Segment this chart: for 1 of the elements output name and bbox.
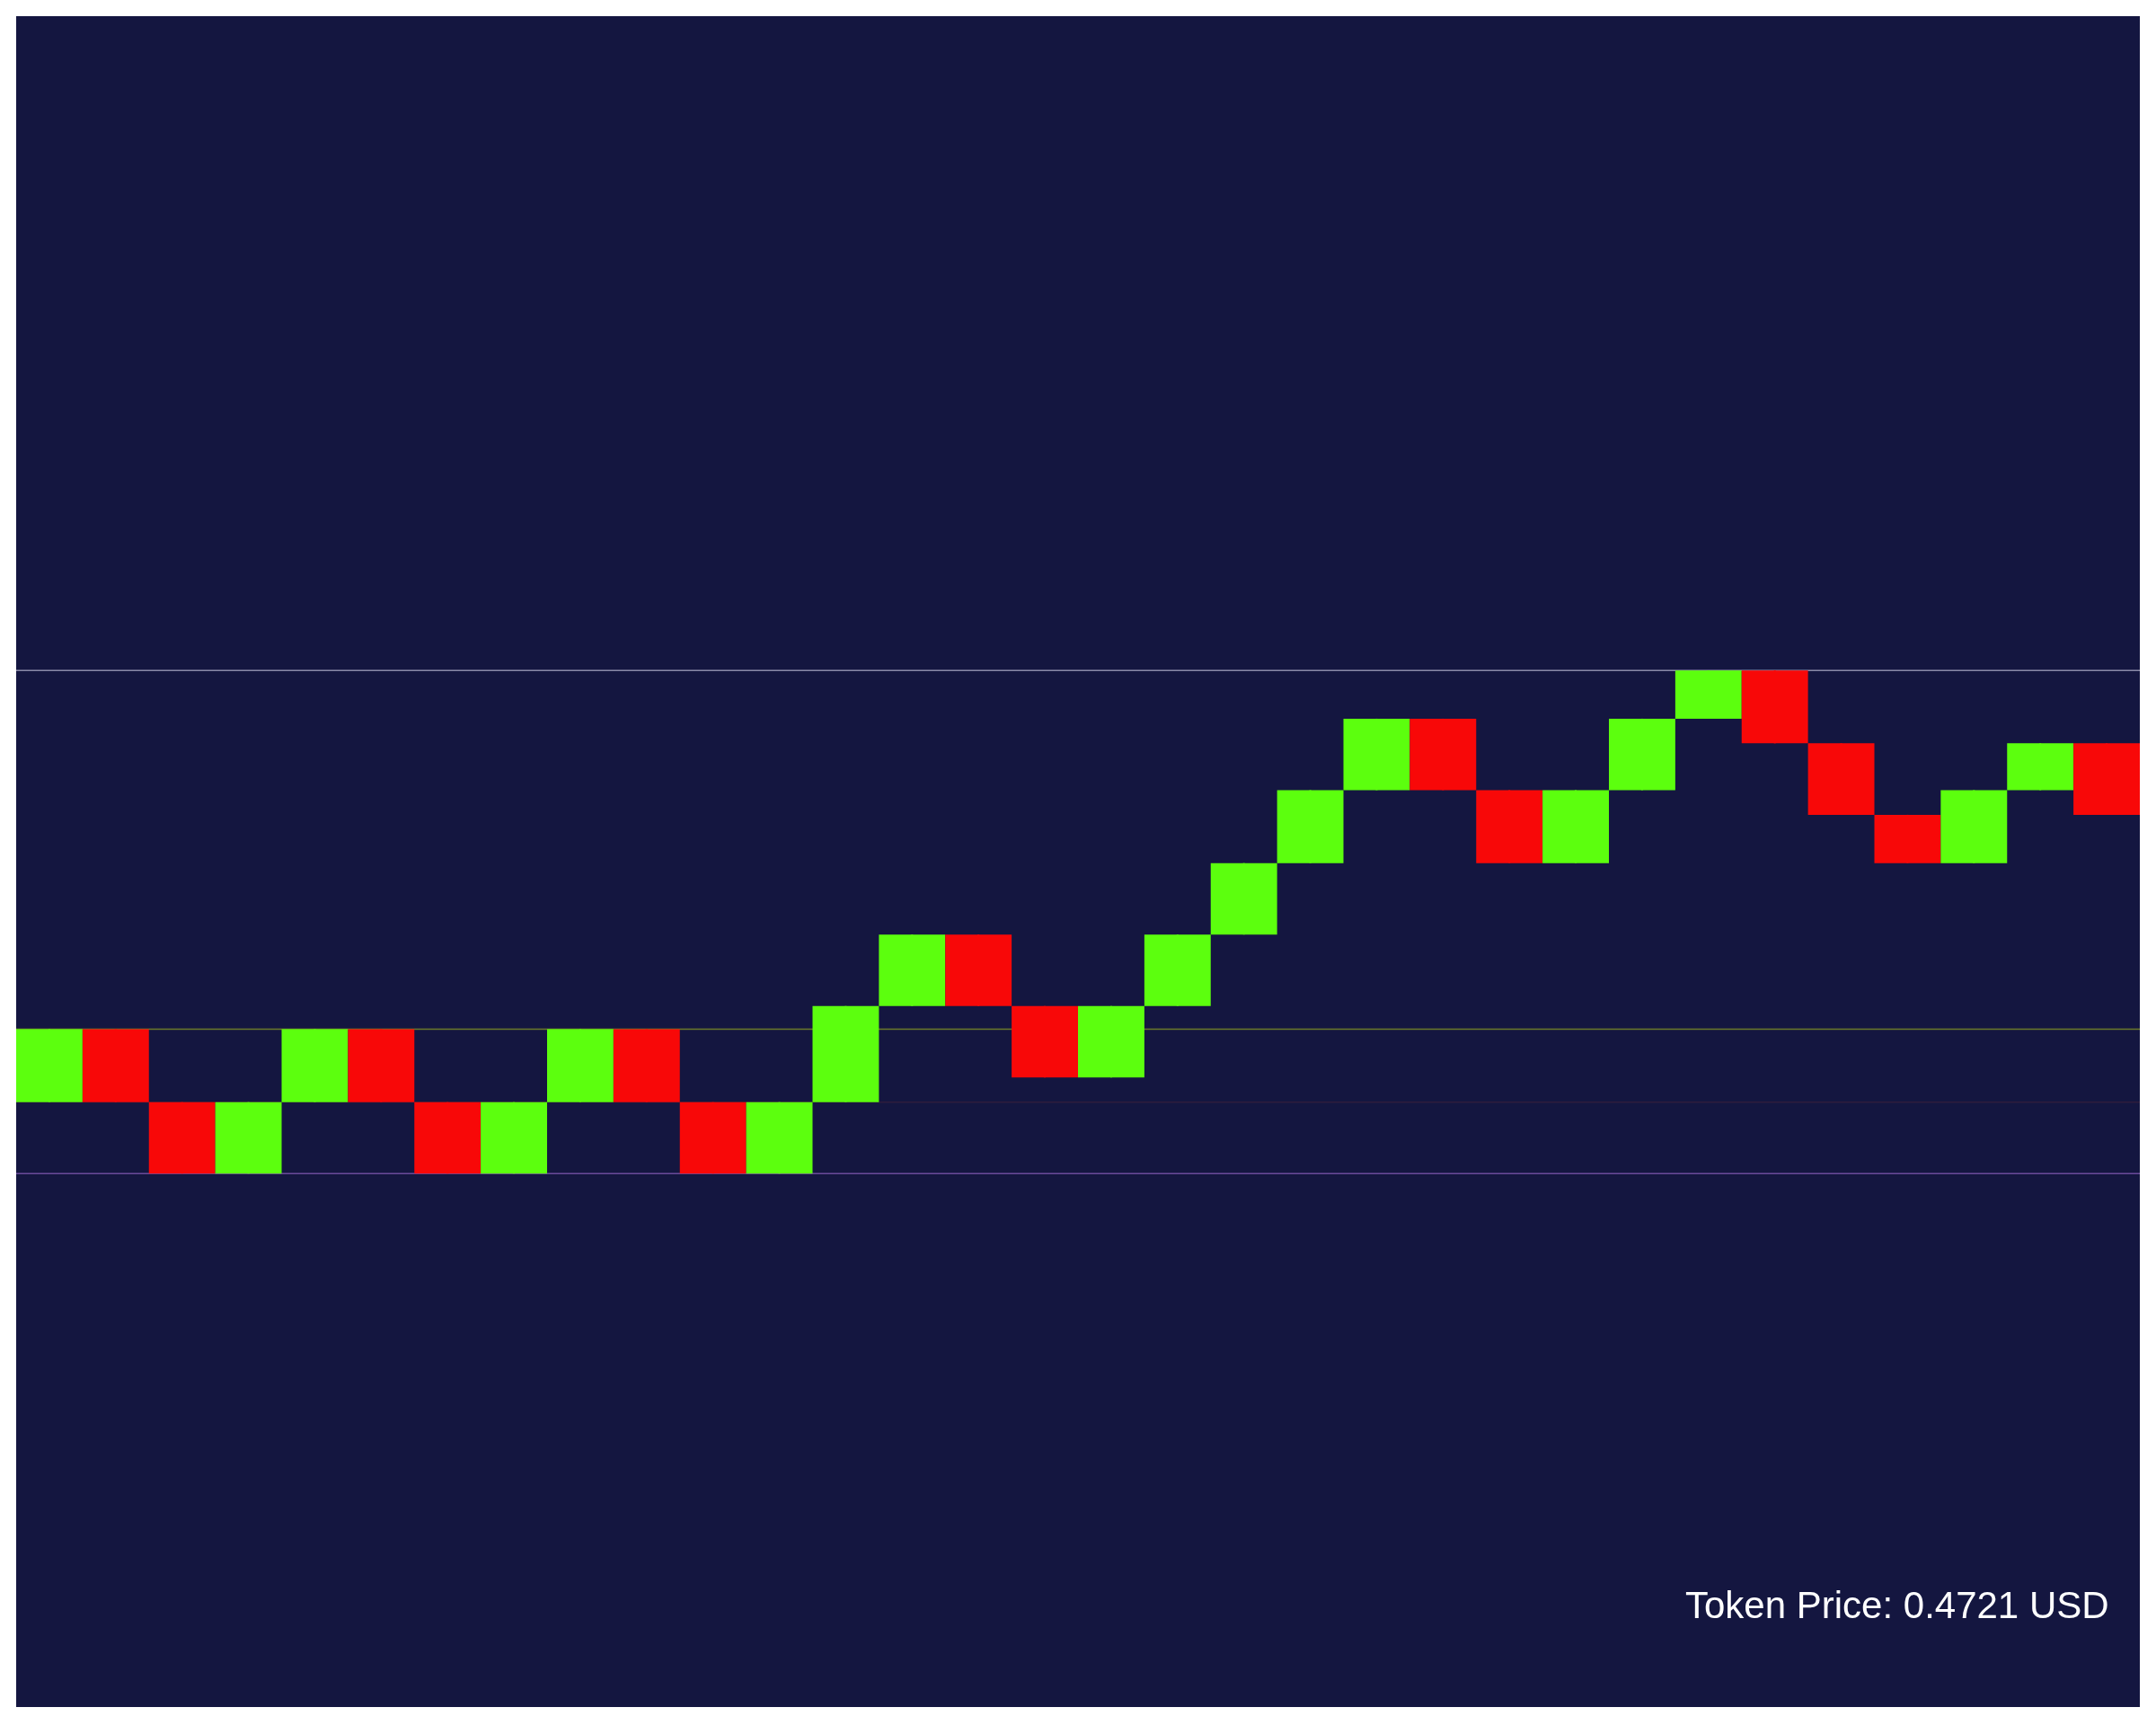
text: Token Price: 0.4721 USD <box>1685 1584 2109 1626</box>
